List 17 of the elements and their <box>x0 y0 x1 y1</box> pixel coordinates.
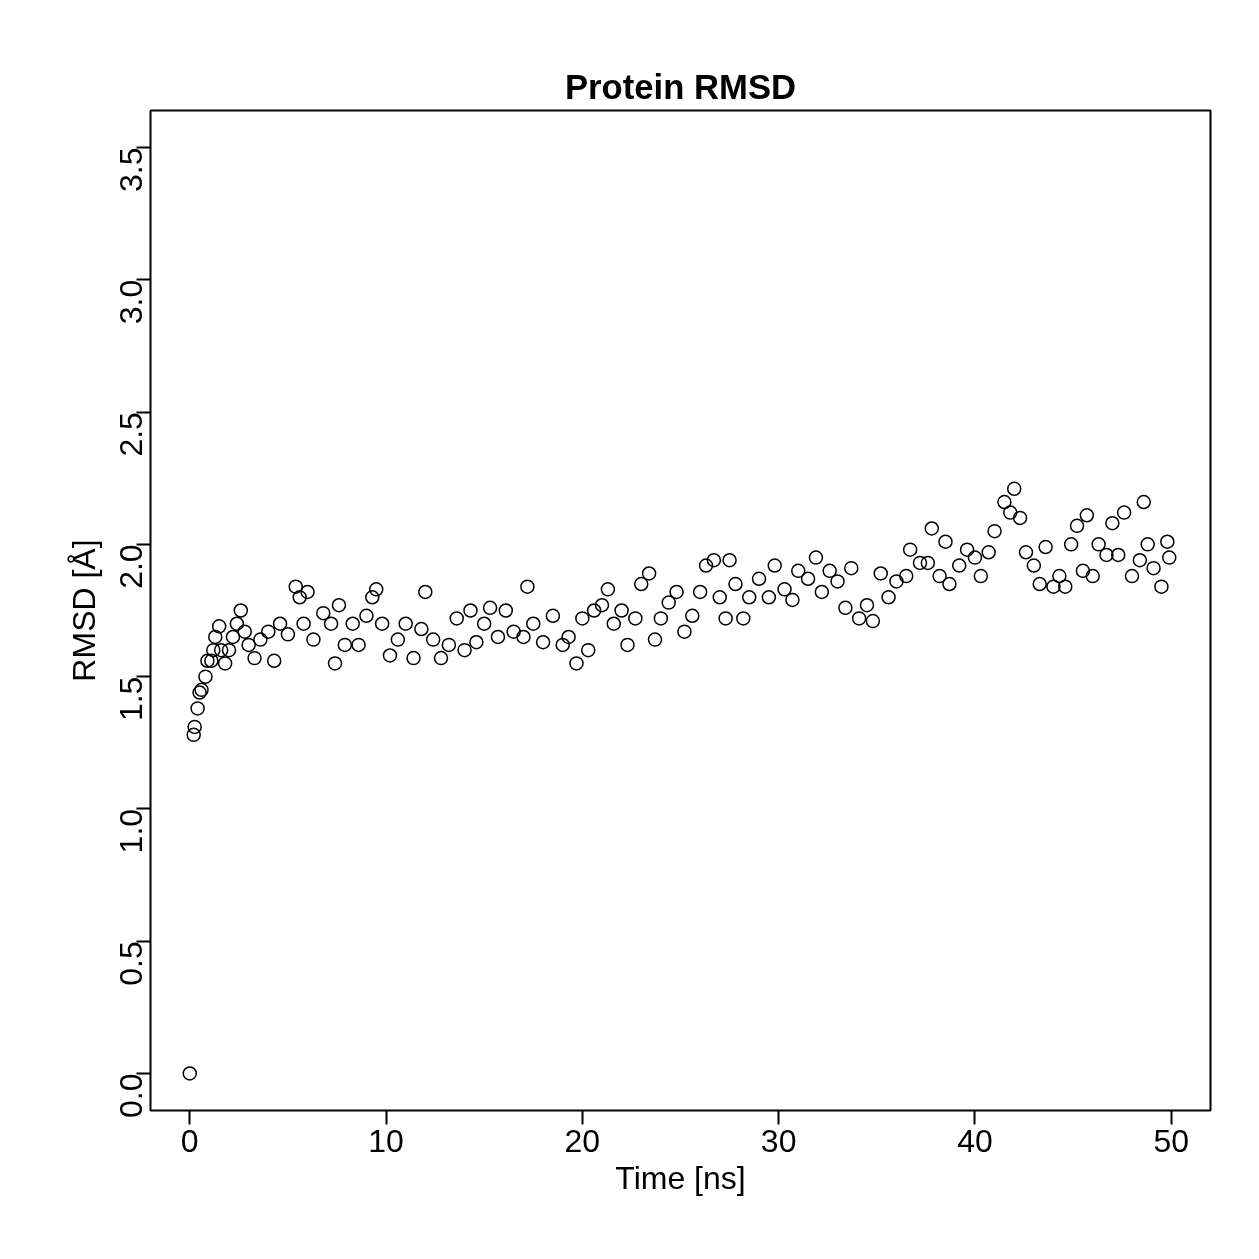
x-tick-label: 40 <box>957 1122 993 1159</box>
y-tick-label: 2.0 <box>113 544 150 589</box>
y-tick-label: 1.5 <box>113 676 150 722</box>
y-tick-label: 1.0 <box>113 808 150 854</box>
chart-title: Protein RMSD <box>564 67 797 106</box>
x-tick-label: 50 <box>1153 1122 1190 1159</box>
y-tick-label: 0.5 <box>113 941 150 986</box>
y-tick-label: 3.0 <box>113 279 150 325</box>
x-tick-label: 20 <box>564 1122 601 1159</box>
x-tick-label: 0 <box>180 1122 199 1159</box>
x-tick-label: 30 <box>760 1122 797 1159</box>
x-tick-label: 10 <box>368 1122 404 1159</box>
y-axis-title: RMSD [Å] <box>65 539 102 682</box>
x-axis-title: Time [ns] <box>615 1159 746 1196</box>
y-tick-label: 3.5 <box>113 147 150 193</box>
y-tick-label: 2.5 <box>113 412 150 457</box>
y-tick-label: 0.0 <box>113 1073 150 1118</box>
